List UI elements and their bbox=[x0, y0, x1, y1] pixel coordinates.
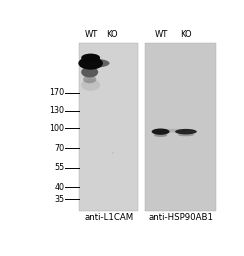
Text: 100: 100 bbox=[49, 124, 64, 133]
Bar bbox=[145, 42, 216, 211]
Ellipse shape bbox=[81, 54, 100, 62]
Ellipse shape bbox=[154, 133, 167, 137]
Text: 130: 130 bbox=[49, 106, 64, 115]
Text: 35: 35 bbox=[54, 195, 64, 204]
Text: 70: 70 bbox=[54, 144, 64, 153]
Ellipse shape bbox=[79, 59, 110, 68]
Text: WT: WT bbox=[84, 30, 98, 39]
Text: 170: 170 bbox=[49, 88, 64, 97]
Text: KO: KO bbox=[106, 30, 118, 39]
Text: KO: KO bbox=[180, 30, 191, 39]
Ellipse shape bbox=[175, 129, 197, 134]
Ellipse shape bbox=[152, 129, 194, 132]
Ellipse shape bbox=[83, 76, 96, 83]
Text: anti-L1CAM: anti-L1CAM bbox=[84, 213, 134, 222]
Text: anti-HSP90AB1: anti-HSP90AB1 bbox=[148, 213, 213, 222]
Ellipse shape bbox=[81, 79, 100, 91]
Bar bbox=[79, 42, 138, 211]
Ellipse shape bbox=[178, 133, 194, 136]
Text: WT: WT bbox=[154, 30, 168, 39]
Text: 40: 40 bbox=[54, 183, 64, 192]
Ellipse shape bbox=[78, 57, 103, 70]
Ellipse shape bbox=[112, 152, 113, 154]
Text: 55: 55 bbox=[54, 163, 64, 172]
Ellipse shape bbox=[152, 129, 170, 135]
Ellipse shape bbox=[81, 67, 98, 78]
